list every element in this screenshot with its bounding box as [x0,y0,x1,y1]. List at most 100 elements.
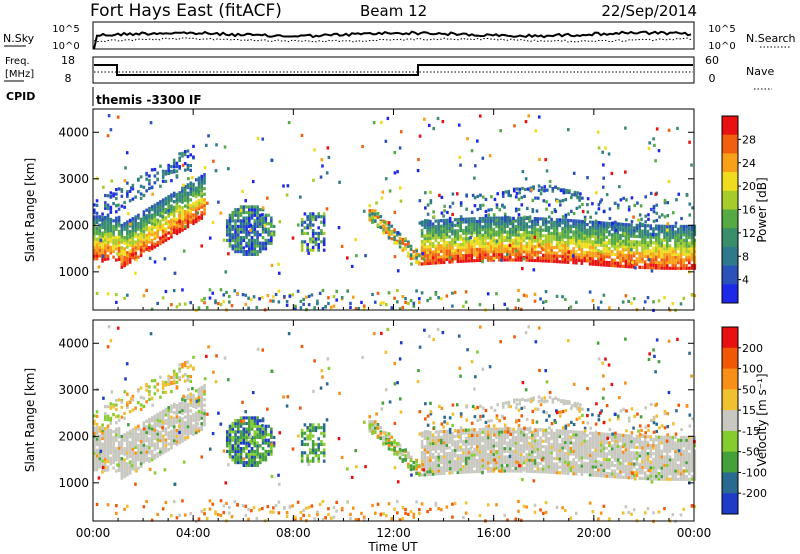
power-cell [270,236,273,240]
power-cell [517,224,520,229]
power-cell [682,261,686,265]
power-cell [126,262,129,266]
power-cell [497,224,501,229]
power-cell [631,260,634,264]
power-cell [189,203,193,208]
power-cell [586,239,589,243]
velocity-cell [497,430,501,434]
power-cell [98,215,102,219]
power-cell [256,224,259,229]
velocity-cell [605,455,608,459]
velocity-cell [112,438,115,442]
velocity-cell [566,446,570,450]
velocity-cell [440,441,443,445]
power-cell [467,248,471,252]
power-cell [393,228,396,232]
velocity-cell [522,441,526,445]
power-cell [489,219,493,223]
power-cell [575,252,578,257]
power-cell [426,236,429,241]
power-cell [569,238,573,242]
power-cell [514,233,518,237]
power-cell [544,242,548,246]
velocity-cell [134,426,137,430]
velocity-cell [459,437,462,441]
power-cell [521,170,525,174]
power-cell [580,250,584,254]
power-cell [186,225,190,229]
power-cell [200,202,204,206]
power-cell [194,200,198,204]
velocity-cell [514,444,518,448]
velocity-cell [148,443,151,447]
power-cell [693,241,697,245]
power-cell [522,222,526,226]
velocity-cell [459,445,462,449]
power-cell [225,224,229,229]
power-cell [139,220,143,224]
power-cell [638,213,642,217]
velocity-cell [506,466,509,470]
velocity-cell [635,434,639,438]
power-cell [131,217,135,221]
power-cell [522,230,526,234]
power-cell [109,207,113,211]
power-cell [256,208,259,212]
power-cell [608,252,611,256]
power-cell [148,232,151,236]
velocity-cell [473,470,476,474]
power-cell [539,245,542,249]
power-cell [657,230,661,234]
velocity-cell [544,428,548,432]
power-cell [586,231,589,235]
power-cell [134,251,137,255]
power-cell [599,254,603,258]
power-cell [145,189,148,193]
velocity-cell [445,463,449,467]
velocity-cell [575,433,578,437]
velocity-cell [181,400,184,404]
power-cell [208,236,212,240]
velocity-cell [203,384,206,388]
power-cell [690,224,694,228]
power-cell [244,302,248,306]
power-cell [632,229,636,233]
power-cell [249,223,253,227]
velocity-cell [577,452,581,457]
power-cell [511,244,515,248]
power-cell [183,196,187,200]
power-cell [550,245,553,249]
power-cell [668,266,672,270]
power-cell [506,244,509,248]
power-cell [102,185,105,189]
power-cell [580,242,584,246]
velocity-cell [467,464,471,468]
velocity-cell [503,455,507,459]
power-cell [396,239,399,244]
power-cell [422,257,425,261]
power-cell [261,227,265,231]
power-cell [234,249,237,254]
power-cell [420,262,424,266]
power-cell [120,262,124,267]
power-cell [164,235,168,240]
power-cell [131,244,135,249]
velocity-cell [547,445,551,449]
power-cell [511,258,515,262]
velocity-cell [134,437,137,441]
colorbar-segment [722,153,738,173]
velocity-cell [156,418,159,422]
velocity-cell [161,412,165,416]
power-cell [244,199,247,203]
velocity-cell [533,469,537,474]
power-cell [228,238,232,243]
velocity-cell [453,440,457,444]
velocity-cell [106,457,110,461]
power-cell [473,219,476,224]
power-cell [517,244,520,248]
velocity-cell [489,436,493,440]
power-cell [594,262,597,266]
power-cell [668,235,672,240]
power-cell [270,241,273,245]
power-cell [186,222,190,226]
